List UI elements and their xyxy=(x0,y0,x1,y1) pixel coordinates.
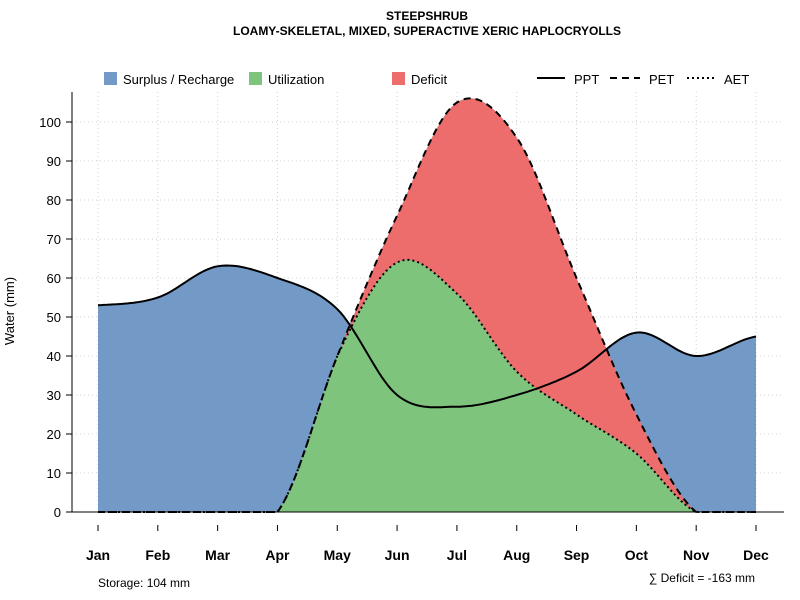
x-tick-label-may: May xyxy=(324,547,351,563)
x-tick-label-aug: Aug xyxy=(503,547,530,563)
legend-swatch-deficit xyxy=(392,72,405,85)
y-tick-label-30: 30 xyxy=(47,388,61,403)
chart-subtitle: LOAMY-SKELETAL, MIXED, SUPERACTIVE XERIC… xyxy=(233,24,621,38)
x-tick-label-sep: Sep xyxy=(564,547,590,563)
y-tick-label-10: 10 xyxy=(47,466,61,481)
legend-label-deficit: Deficit xyxy=(411,72,448,87)
x-tick-label-feb: Feb xyxy=(145,547,170,563)
y-tick-label-40: 40 xyxy=(47,349,61,364)
legend-label-pet: PET xyxy=(649,72,674,87)
legend-label-surplus: Surplus / Recharge xyxy=(123,72,234,87)
series-line-ppt xyxy=(97,264,757,409)
chart-title: STEEPSHRUB xyxy=(386,9,468,23)
area-utilization xyxy=(98,259,756,512)
legend-label-utilization: Utilization xyxy=(268,72,324,87)
axes xyxy=(71,92,784,513)
x-tick-label-jan: Jan xyxy=(86,547,110,563)
series-line-aet xyxy=(98,258,756,513)
tick-labels: 0 10 20 30 40 50 60 70 80 90 100 Jan Feb Mar Apr May Jun… xyxy=(39,115,769,563)
legend-label-aet: AET xyxy=(724,72,749,87)
x-tick-label-nov: Nov xyxy=(683,547,710,563)
x-tick-label-jun: Jun xyxy=(385,547,410,563)
y-tick-label-80: 80 xyxy=(47,193,61,208)
y-tick-label-70: 70 xyxy=(47,232,61,247)
x-tick-label-oct: Oct xyxy=(625,547,649,563)
y-axis-label: Water (mm) xyxy=(2,277,17,345)
y-tick-label-20: 20 xyxy=(47,427,61,442)
y-tick-label-60: 60 xyxy=(47,271,61,286)
y-tick-label-0: 0 xyxy=(54,505,61,520)
y-tick-label-50: 50 xyxy=(47,310,61,325)
legend-label-ppt: PPT xyxy=(574,72,599,87)
y-tick-label-100: 100 xyxy=(39,115,61,130)
legend-swatch-surplus xyxy=(104,72,117,85)
deficit-note: ∑ Deficit = -163 mm xyxy=(649,571,755,585)
storage-note: Storage: 104 mm xyxy=(98,576,190,590)
legend-swatch-utilization xyxy=(249,72,262,85)
y-tick-label-90: 90 xyxy=(47,154,61,169)
x-tick-label-dec: Dec xyxy=(743,547,769,563)
area-deficit xyxy=(98,98,756,513)
x-tick-label-apr: Apr xyxy=(265,547,290,563)
legend: Surplus / Recharge Utilization Deficit P… xyxy=(104,72,749,87)
area-layer xyxy=(98,98,756,513)
x-tick-label-mar: Mar xyxy=(205,547,230,563)
x-tick-label-jul: Jul xyxy=(447,547,467,563)
